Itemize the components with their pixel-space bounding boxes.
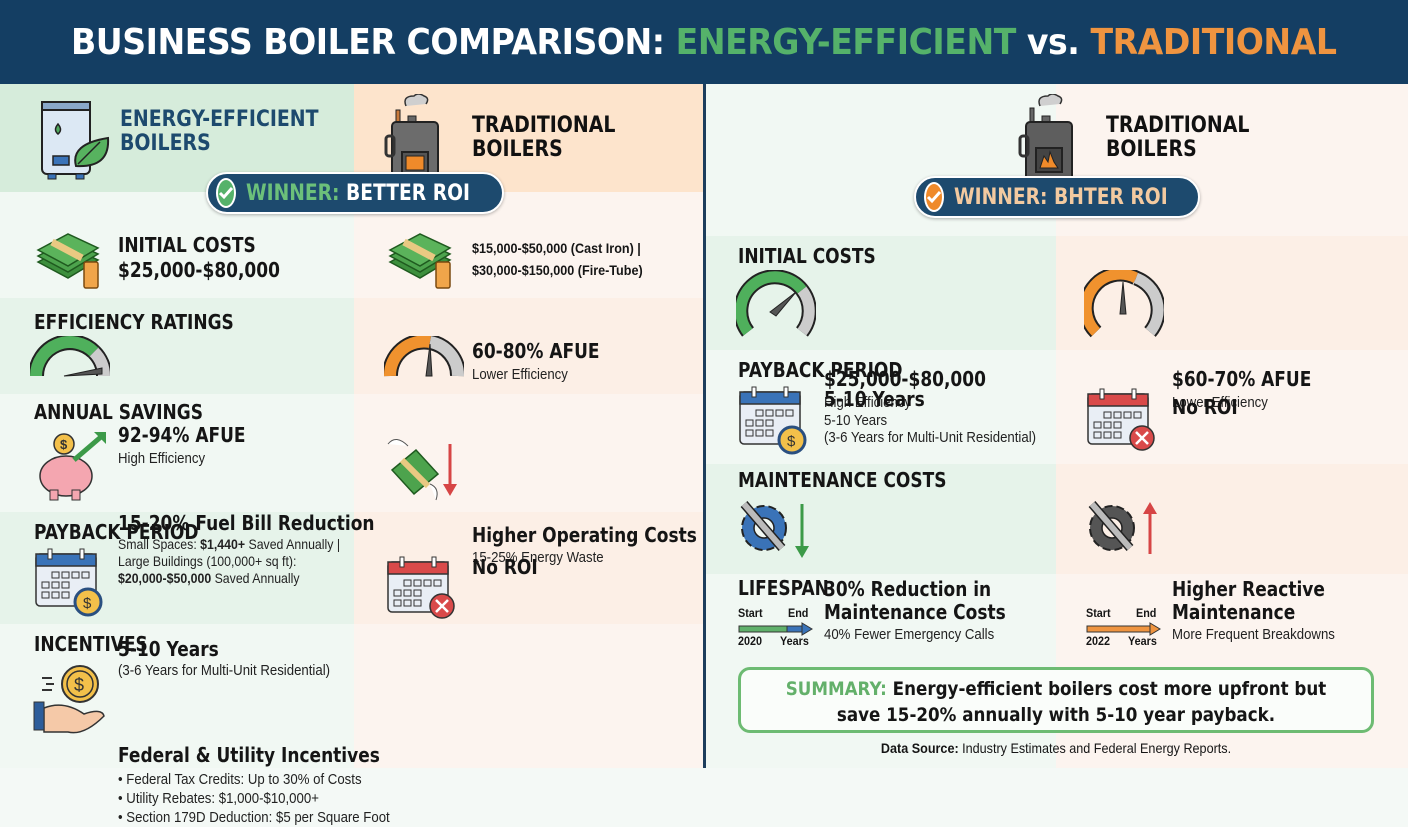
incentives-list: Federal Tax Credits: Up to 30% of Costs … <box>118 770 390 827</box>
broken-gear-wrench-up-icon <box>1088 501 1157 554</box>
checkmark-icon <box>924 182 944 212</box>
traditional-boilers-title: TRADITIONAL BOILERS <box>1106 113 1250 162</box>
ee-initial-cost-value: $25,000-$80,000 <box>824 367 986 391</box>
money-stack-icon <box>388 233 452 289</box>
trad-initial-cost-value: $60-70% AFUE <box>1172 367 1312 391</box>
data-source: Data Source: Industry Estimates and Fede… <box>880 740 1232 756</box>
ee-savings-value: 15-20% Fuel Bill Reduction <box>118 511 375 535</box>
incentives-heading: Federal & Utility Incentives <box>118 743 380 767</box>
efficient-boiler-icon <box>41 101 110 180</box>
calendar-dollar-icon: $ <box>35 548 103 617</box>
calendar-dollar-icon: $ <box>739 386 807 455</box>
hand-coin-icon: $ <box>33 665 105 734</box>
right-panel: TRADITIONAL BOILERS WINNER: BHTER ROI INI… <box>706 84 1408 768</box>
svg-text:$: $ <box>60 437 68 452</box>
maintenance-costs-title: MAINTENANCE COSTS <box>738 468 947 492</box>
ee-payback-sub: (3-6 Years for Multi-Unit Residential) <box>118 662 331 679</box>
ee-efficiency-value: 92-94% AFUE <box>118 423 246 447</box>
winner-badge: WINNER: BHTER ROI <box>914 176 1200 218</box>
gear-wrench-down-icon <box>740 501 809 558</box>
svg-text:$: $ <box>74 675 84 695</box>
annual-savings-title: ANNUAL SAVINGS <box>34 400 203 424</box>
trad-payback-value: No ROI <box>472 555 538 579</box>
trad-efficiency-sub: Lower Efficiency <box>472 366 568 383</box>
ee-initial-cost-sub: High Efficiency <box>824 394 912 411</box>
ee-maintenance-value: 30% Reduction in Maintenance Costs <box>824 577 1006 624</box>
payback-period-title: PAYBACK PERIOD <box>738 358 903 382</box>
ee-payback-sub: 5-10 Years (3-6 Years for Multi-Unit Resi… <box>824 412 1037 446</box>
trad-maintenance-sub: More Frequent Breakdowns <box>1172 626 1335 643</box>
money-stack-icon <box>36 233 100 289</box>
piggy-bank-icon: $ <box>39 432 106 501</box>
ee-savings-details: Small Spaces: $1,440+ Saved Annually | L… <box>118 536 341 586</box>
left-panel: ENERGY-EFFICIENT BOILERS TRADITIONAL BOILE… <box>0 84 704 826</box>
trad-savings-sub: 15-25% Energy Waste <box>472 549 604 566</box>
page-header: BUSINESS BOILER COMPARISON: ENERGY-EFFIC… <box>0 0 1408 84</box>
traditional-boiler-icon <box>384 94 439 184</box>
low-efficiency-gauge-icon <box>384 336 464 377</box>
trad-maintenance-value: Higher Reactive Maintenance <box>1172 577 1325 624</box>
timeline-arrow-icon <box>738 622 813 636</box>
incentive-item: Federal Tax Credits: Up to 30% of Costs <box>118 770 390 789</box>
page-title: BUSINESS BOILER COMPARISON: ENERGY-EFFIC… <box>71 21 1337 63</box>
ee-maintenance-sub: 40% Fewer Emergency Calls <box>824 626 995 643</box>
trad-initial-cost-value: $15,000-$50,000 (Cast Iron) | $30,000-$15… <box>472 240 643 278</box>
money-flying-away-icon <box>387 439 457 501</box>
trad-lifespan-timeline: Start End 2022 Years <box>1086 604 1166 650</box>
trad-initial-cost-sub: Lower Efficiency <box>1172 394 1268 411</box>
trad-savings-value: Higher Operating Costs <box>472 523 697 547</box>
initial-costs-title: INITIAL COSTS <box>118 233 256 257</box>
ee-payback-value: 5-10 Years <box>824 387 925 411</box>
svg-text:$: $ <box>83 595 92 612</box>
summary-box: SUMMARY: Energy-efficient boilers cost m… <box>738 667 1374 733</box>
trad-payback-value: No ROI <box>1172 395 1238 419</box>
lifespan-title: LIFESPAN <box>738 576 829 600</box>
checkmark-icon <box>216 178 236 208</box>
payback-period-title: PAYBACK PERIOD <box>34 520 199 544</box>
timeline-arrow-icon <box>1086 622 1161 636</box>
calendar-no-roi-icon <box>1087 388 1155 451</box>
winner-badge: WINNER: BETTER ROI <box>206 172 504 214</box>
initial-costs-title: INITIAL COSTS <box>738 244 876 268</box>
ee-boilers-title: ENERGY-EFFICIENT BOILERS <box>120 107 319 156</box>
traditional-boilers-title: TRADITIONAL BOILERS <box>472 113 616 162</box>
efficiency-ratings-title: EFFICIENCY RATINGS <box>34 310 234 334</box>
ee-lifespan-timeline: Start End 2020 Years <box>738 604 818 650</box>
high-efficiency-gauge-icon <box>30 336 110 377</box>
ee-efficiency-sub: High Efficiency <box>118 450 206 467</box>
ee-initial-cost-value: $25,000-$80,000 <box>118 258 280 282</box>
incentives-title: INCENTIVES <box>34 632 148 656</box>
calendar-no-roi-icon <box>387 556 455 619</box>
svg-text:$: $ <box>787 433 796 450</box>
trad-efficiency-value: 60-80% AFUE <box>472 339 600 363</box>
traditional-boiler-icon <box>1018 94 1073 184</box>
high-efficiency-gauge-icon <box>736 270 816 337</box>
incentive-item: Utility Rebates: $1,000-$10,000+ <box>118 789 390 808</box>
column-divider <box>703 84 706 768</box>
incentive-item: Section 179D Deduction: $5 per Square Fo… <box>118 808 390 827</box>
low-efficiency-gauge-icon <box>1084 270 1164 338</box>
ee-payback-value: 5-10 Years <box>118 637 219 661</box>
